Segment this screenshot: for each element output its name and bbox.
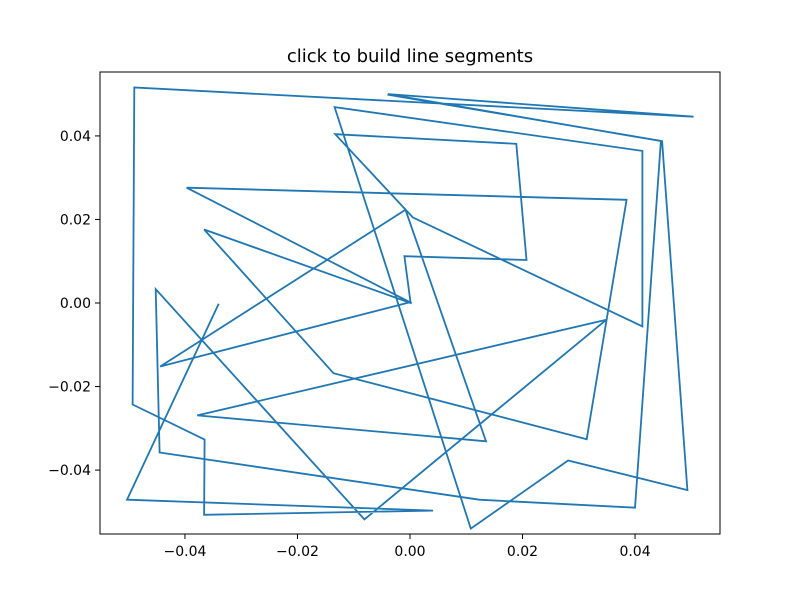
x-tick-label: −0.02 bbox=[276, 544, 319, 560]
y-tick-label: 0.04 bbox=[60, 129, 91, 145]
x-axis: −0.04 −0.02 0.00 0.02 0.04 bbox=[164, 534, 651, 560]
y-tick-label: 0.00 bbox=[60, 296, 91, 312]
x-tick-label: 0.04 bbox=[619, 544, 650, 560]
axes-frame bbox=[99, 71, 721, 535]
chart-title: click to build line segments bbox=[287, 46, 533, 67]
x-tick-label: 0.02 bbox=[507, 544, 538, 560]
y-tick-label: 0.02 bbox=[60, 212, 91, 228]
y-tick-label: −0.02 bbox=[48, 380, 91, 396]
series-line-0 bbox=[125, 86, 694, 531]
x-tick-label: 0.00 bbox=[394, 544, 425, 560]
x-tick-label: −0.04 bbox=[164, 544, 207, 560]
y-axis: −0.04 −0.02 0.00 0.02 0.04 bbox=[48, 129, 100, 479]
y-tick-label: −0.04 bbox=[48, 463, 91, 479]
plot-area[interactable] bbox=[125, 86, 694, 531]
